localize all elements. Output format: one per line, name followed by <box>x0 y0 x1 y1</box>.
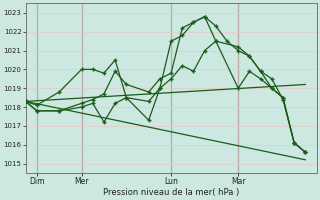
X-axis label: Pression niveau de la mer( hPa ): Pression niveau de la mer( hPa ) <box>103 188 239 197</box>
